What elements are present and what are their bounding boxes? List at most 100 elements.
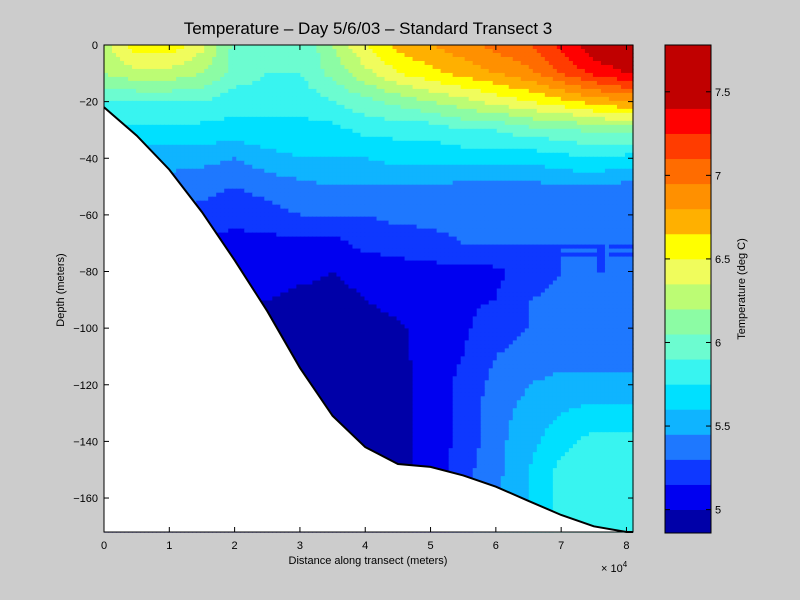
contour-cell [220, 188, 225, 194]
contour-cell [428, 92, 434, 98]
contour-cell [204, 72, 209, 78]
contour-cell [116, 80, 121, 86]
contour-cell [264, 132, 269, 138]
contour-cell [180, 148, 185, 154]
contour-cell [344, 56, 350, 62]
contour-cell [460, 124, 466, 130]
contour-cell [560, 68, 566, 74]
contour-cell [336, 68, 342, 74]
contour-cell [248, 156, 253, 162]
contour-cell [440, 45, 446, 50]
contour-cell [348, 64, 354, 70]
contour-cell [612, 176, 618, 182]
contour-cell [556, 76, 562, 82]
contour-cell [348, 56, 354, 62]
contour-cell [108, 92, 113, 98]
contour-cell [388, 96, 394, 102]
contour-cell [592, 45, 598, 50]
contour-cell [216, 112, 221, 118]
contour-cell [196, 64, 201, 70]
contour-cell [164, 68, 169, 74]
contour-cell [508, 168, 514, 174]
contour-cell [120, 72, 125, 78]
contour-cell [388, 88, 394, 94]
contour-cell [224, 172, 229, 178]
contour-cell [344, 188, 350, 194]
contour-cell [388, 168, 394, 174]
contour-cell [116, 68, 121, 74]
contour-cell [280, 160, 285, 166]
contour-cell [228, 88, 233, 94]
contour-cell [564, 68, 570, 74]
contour-cell [420, 76, 426, 82]
contour-cell [180, 64, 185, 70]
contour-cell [112, 104, 117, 110]
contour-cell [584, 132, 590, 138]
contour-cell [624, 100, 630, 106]
contour-cell [428, 168, 434, 174]
contour-cell [628, 152, 634, 158]
contour-cell [200, 164, 205, 170]
contour-cell [492, 104, 498, 110]
contour-cell [144, 84, 149, 90]
contour-cell [612, 88, 618, 94]
contour-cell [156, 152, 161, 158]
contour-cell [192, 172, 197, 178]
contour-cell [576, 124, 582, 130]
contour-cell [348, 116, 354, 122]
contour-cell [324, 176, 330, 182]
contour-cell [520, 128, 526, 134]
contour-cell [448, 152, 454, 158]
contour-cell [484, 132, 490, 138]
contour-cell [292, 116, 297, 122]
contour-cell [284, 108, 289, 114]
contour-cell [296, 160, 301, 166]
contour-cell [568, 176, 574, 182]
contour-cell [352, 92, 358, 98]
contour-cell [460, 116, 466, 122]
contour-cell [364, 56, 370, 62]
contour-cell [588, 156, 594, 162]
contour-cell [532, 48, 538, 54]
contour-cell [368, 112, 374, 118]
contour-cell [592, 56, 598, 62]
contour-cell [540, 192, 546, 198]
contour-cell [280, 84, 285, 90]
contour-cell [404, 76, 410, 82]
contour-cell [196, 192, 201, 198]
contour-cell [128, 96, 133, 102]
contour-cell [432, 45, 438, 50]
contour-cell [248, 136, 253, 142]
contour-cell [572, 176, 578, 182]
contour-cell [120, 68, 125, 74]
contour-cell [320, 76, 326, 82]
contour-cell [564, 140, 570, 146]
contour-cell [268, 148, 273, 154]
contour-cell [304, 132, 309, 138]
contour-cell [168, 128, 173, 134]
contour-cell [556, 152, 562, 158]
contour-cell [484, 152, 490, 158]
contour-cell [164, 45, 169, 50]
contour-cell [480, 188, 486, 194]
contour-cell [576, 156, 582, 162]
contour-cell [620, 140, 626, 146]
contour-cell [536, 64, 542, 70]
contour-cell [368, 132, 374, 138]
contour-cell [540, 104, 546, 110]
contour-cell [196, 156, 201, 162]
contour-cell [508, 76, 514, 82]
contour-cell [268, 104, 273, 110]
contour-cell [480, 108, 486, 114]
contour-cell [184, 56, 189, 62]
contour-cell [444, 176, 450, 182]
contour-cell [468, 172, 474, 178]
contour-cell [252, 148, 257, 154]
contour-cell [244, 140, 249, 146]
contour-cell [276, 88, 281, 94]
contour-cell [512, 148, 518, 154]
contour-cell [256, 148, 261, 154]
contour-cell [316, 184, 322, 190]
contour-cell [608, 164, 614, 170]
contour-cell [556, 112, 562, 118]
